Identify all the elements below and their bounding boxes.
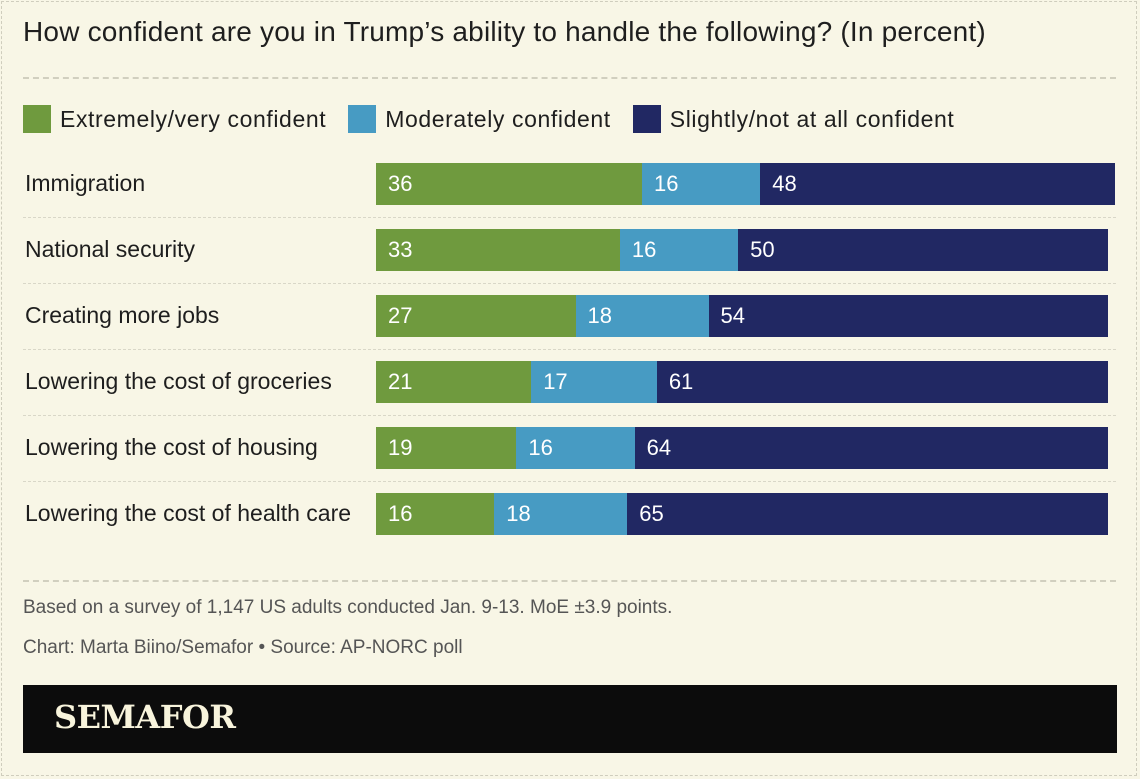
legend-label: Slightly/not at all confident — [669, 105, 955, 132]
legend-label: Moderately confident — [385, 105, 611, 132]
bar-value-label: 16 — [654, 171, 679, 196]
legend-label: Extremely/very confident — [60, 105, 327, 132]
bar-row: Lowering the cost of housing 19 16 64 — [23, 416, 1116, 482]
bar-segment: 21 — [376, 361, 532, 403]
bar-value-label: 36 — [388, 171, 413, 196]
bar-value-label: 18 — [587, 303, 612, 328]
bar-value-label: 27 — [388, 303, 413, 328]
bar-segment: 50 — [738, 229, 1108, 271]
bar-value-label: 50 — [750, 237, 775, 262]
bar-value-label: 19 — [388, 435, 413, 460]
bar-value-label: 65 — [639, 501, 664, 526]
row-divider — [23, 217, 1116, 218]
bar-segment: 33 — [376, 229, 620, 271]
bar-row: Lowering the cost of health care 16 18 65 — [23, 482, 1116, 548]
bar-segment: 16 — [516, 427, 635, 469]
category-label: Immigration — [25, 170, 146, 196]
category-label: National security — [25, 236, 196, 262]
bar-segment: 16 — [642, 163, 761, 205]
bar-row: Creating more jobs 27 18 54 — [23, 284, 1116, 350]
bar-row: Immigration 36 16 48 — [23, 152, 1116, 218]
bar-segment: 19 — [376, 427, 517, 469]
bar-value-label: 21 — [388, 369, 413, 394]
bar-value-label: 54 — [720, 303, 746, 328]
bar-value-label: 61 — [668, 369, 694, 394]
chart-title: How confident are you in Trump’s ability… — [23, 16, 986, 47]
bar-segment: 36 — [376, 163, 643, 205]
brand-bar: SEMAFOR — [23, 685, 1117, 753]
bar-segment: 27 — [376, 295, 576, 337]
bar-value-label: 64 — [646, 435, 672, 460]
category-label: Creating more jobs — [25, 302, 220, 328]
survey-note: Based on a survey of 1,147 US adults con… — [23, 597, 673, 618]
bar-value-label: 16 — [388, 501, 413, 526]
row-divider — [23, 415, 1116, 416]
bar-value-label: 16 — [631, 237, 657, 262]
category-label: Lowering the cost of groceries — [25, 368, 332, 394]
bar-segment: 18 — [575, 295, 709, 337]
bar-segment: 16 — [619, 229, 739, 271]
legend-item-moderately: Moderately confident — [348, 105, 611, 133]
bar-segment: 64 — [634, 427, 1108, 469]
category-label: Lowering the cost of housing — [25, 434, 318, 460]
bar-segment: 18 — [494, 493, 628, 535]
bar-segment: 17 — [531, 361, 657, 403]
bar-segment: 48 — [760, 163, 1115, 205]
legend-swatch-navy — [632, 105, 661, 133]
footer-divider — [23, 580, 1116, 582]
legend-swatch-green — [23, 105, 51, 133]
legend-item-extremely-very: Extremely/very confident — [23, 105, 326, 133]
bar-row: National security 33 16 50 — [23, 218, 1116, 284]
bar-value-label: 17 — [543, 369, 568, 394]
chart-credit: Chart: Marta Biino/Semafor • Source: AP-… — [23, 637, 463, 658]
legend-swatch-blue — [348, 105, 377, 133]
row-divider — [23, 283, 1116, 284]
bar-value-label: 18 — [506, 501, 531, 526]
legend-item-slightly-not: Slightly/not at all confident — [632, 105, 955, 133]
title-divider — [23, 77, 1116, 79]
bar-value-label: 33 — [388, 237, 413, 262]
bar-segment: 65 — [627, 493, 1108, 535]
bar-value-label: 48 — [772, 171, 797, 196]
row-divider — [23, 481, 1116, 482]
bar-value-label: 16 — [528, 435, 553, 460]
category-label: Lowering the cost of health care — [25, 500, 352, 526]
bar-row: Lowering the cost of groceries 21 17 61 — [23, 350, 1116, 416]
bar-segment: 54 — [708, 295, 1108, 337]
chart-legend: Extremely/very confident Moderately conf… — [23, 103, 976, 135]
bar-segment: 61 — [656, 361, 1108, 403]
semafor-logo: SEMAFOR — [54, 698, 236, 736]
bar-segment: 16 — [376, 493, 495, 535]
row-divider — [23, 349, 1116, 350]
